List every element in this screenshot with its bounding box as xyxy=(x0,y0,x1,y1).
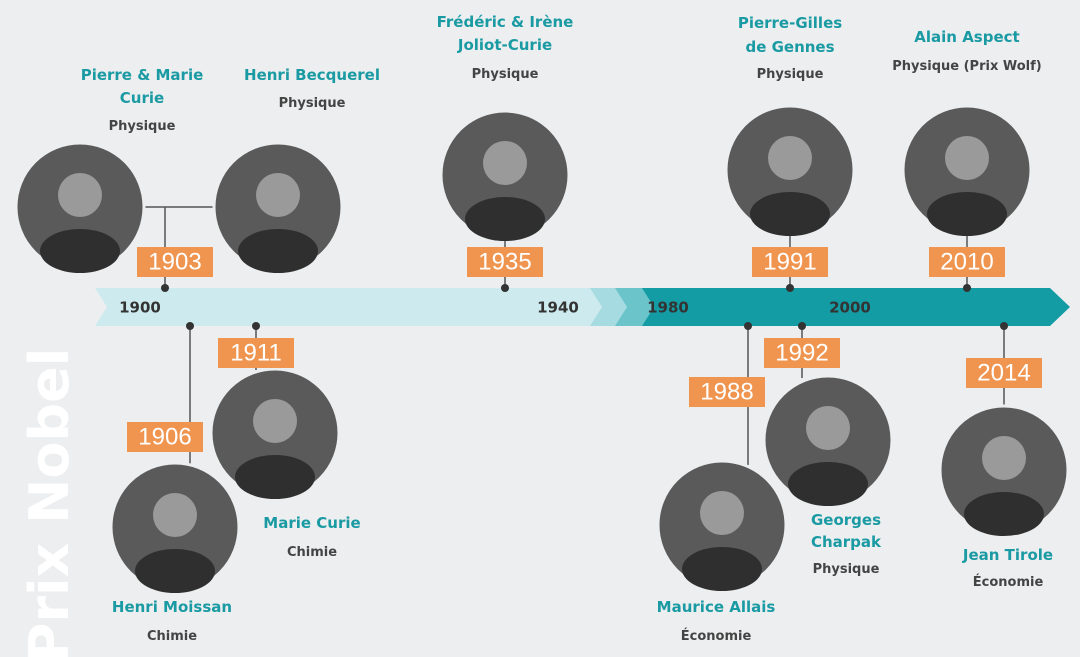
portrait-body xyxy=(235,455,315,499)
year-box xyxy=(137,247,213,277)
portrait-face xyxy=(483,141,527,185)
year-box xyxy=(752,247,828,277)
laureate-name: Frédéric & Irène xyxy=(437,13,574,31)
laureate-name: Maurice Allais xyxy=(657,598,776,616)
portrait-body xyxy=(465,197,545,241)
portrait-body xyxy=(40,229,120,273)
portrait-face xyxy=(58,173,102,217)
laureate-name: Pierre-Gilles xyxy=(738,14,842,32)
timeline-dot xyxy=(501,284,509,292)
timeline-dot xyxy=(252,322,260,330)
portrait-face xyxy=(153,493,197,537)
timeline-dot xyxy=(786,284,794,292)
portrait-body xyxy=(682,547,762,591)
year: 1991 xyxy=(763,248,816,275)
year: 2014 xyxy=(977,359,1030,386)
laureate-name: Henri Moissan xyxy=(112,598,232,616)
laureate-name: Pierre & Marie xyxy=(81,66,204,84)
laureate-name: Curie xyxy=(120,89,164,107)
portrait-body xyxy=(927,192,1007,236)
axis-label: 1940 xyxy=(537,299,579,317)
year: 1903 xyxy=(148,248,201,275)
year: 1906 xyxy=(138,423,191,450)
laureate-name: Charpak xyxy=(811,533,882,551)
laureate-name: Jean Tirole xyxy=(962,546,1053,564)
year: 1988 xyxy=(700,378,753,405)
timeline-late xyxy=(642,288,1070,326)
field: Économie xyxy=(973,574,1044,590)
year-box xyxy=(127,422,203,452)
portrait-face xyxy=(768,136,812,180)
axis-label: 1980 xyxy=(647,299,689,317)
axis-label: 2000 xyxy=(829,299,871,317)
field: Physique (Prix Wolf) xyxy=(892,59,1041,74)
timeline-dot xyxy=(744,322,752,330)
portrait-face xyxy=(945,136,989,180)
year-box xyxy=(764,338,840,368)
field: Physique xyxy=(472,67,539,82)
portrait-face xyxy=(256,173,300,217)
laureate-name: Marie Curie xyxy=(263,514,360,532)
timeline-dot xyxy=(963,284,971,292)
field: Physique xyxy=(757,67,824,82)
field: Physique xyxy=(279,96,346,111)
field: Chimie xyxy=(287,545,337,560)
timeline-dot xyxy=(1000,322,1008,330)
laureate-name: Georges xyxy=(811,511,881,529)
field: Économie xyxy=(681,628,752,644)
year: 1935 xyxy=(478,248,531,275)
timeline-early xyxy=(95,288,612,326)
portrait-body xyxy=(964,492,1044,536)
laureate-name: Joliot-Curie xyxy=(457,36,552,54)
axis-label: 1900 xyxy=(119,299,161,317)
year: 1992 xyxy=(775,339,828,366)
timeline-dot xyxy=(798,322,806,330)
portrait-body xyxy=(788,462,868,506)
laureate-name: Alain Aspect xyxy=(914,28,1019,46)
laureate-name: de Gennes xyxy=(745,38,834,56)
field: Chimie xyxy=(147,629,197,644)
portrait-face xyxy=(253,399,297,443)
portrait-face xyxy=(982,436,1026,480)
portrait-body xyxy=(750,192,830,236)
portrait-body xyxy=(135,549,215,593)
timeline-dot xyxy=(186,322,194,330)
portrait-face xyxy=(700,491,744,535)
portrait-face xyxy=(806,406,850,450)
year-box xyxy=(467,247,543,277)
title: Prix Nobel xyxy=(18,348,81,657)
year: 1911 xyxy=(230,339,282,366)
year-box xyxy=(966,358,1042,388)
field: Physique xyxy=(109,119,176,134)
year-box xyxy=(218,338,294,368)
year-box xyxy=(929,247,1005,277)
laureate-name: Henri Becquerel xyxy=(244,66,380,84)
year-box xyxy=(689,377,765,407)
portrait-body xyxy=(238,229,318,273)
timeline-dot xyxy=(161,284,169,292)
field: Physique xyxy=(813,562,880,577)
year: 2010 xyxy=(940,248,993,275)
